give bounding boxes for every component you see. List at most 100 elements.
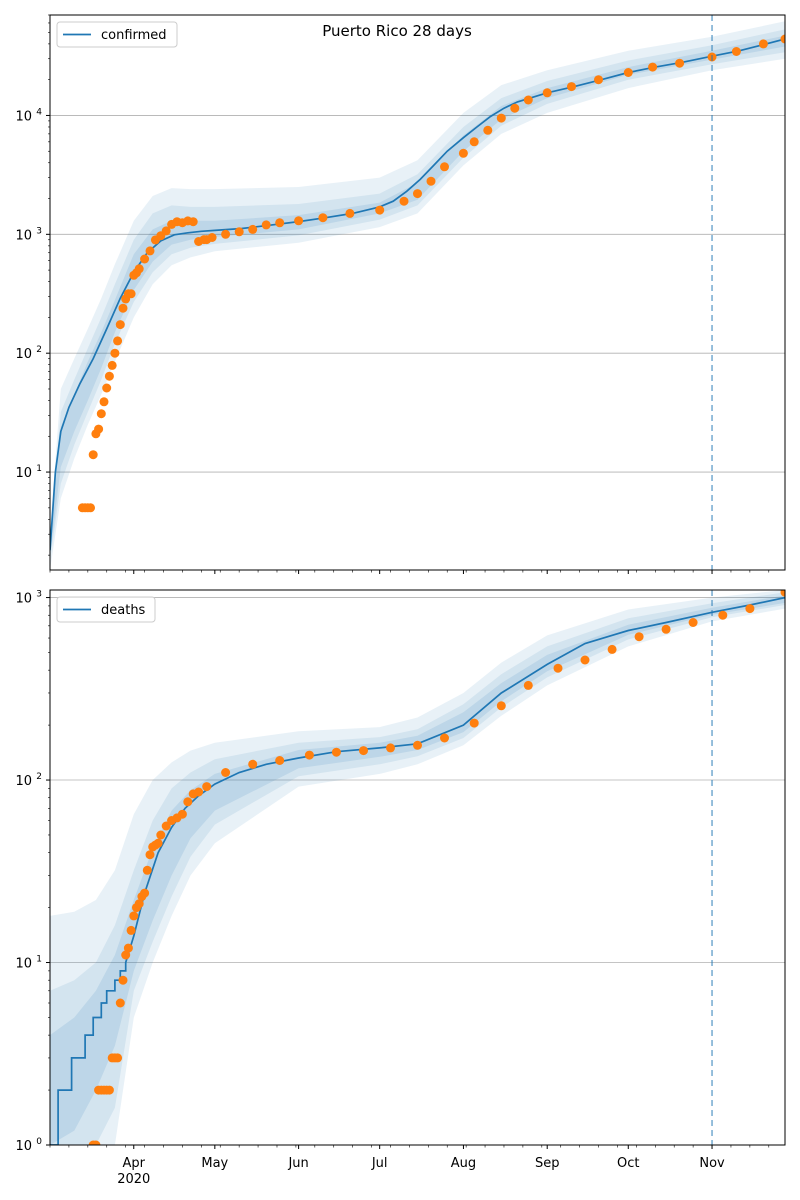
confirmed-observed-point <box>96 409 106 419</box>
deaths-y-tick-label: 10 <box>15 957 32 972</box>
x-tick-label: Nov <box>699 1156 725 1171</box>
deaths-y-tick-label: 10 <box>15 774 32 789</box>
confirmed-observed-point <box>413 189 422 199</box>
deaths-observed-point <box>688 618 698 627</box>
deaths-observed-point <box>161 821 171 831</box>
confirmed-y-tick-label: 10 <box>15 347 32 362</box>
confirmed-observed-point <box>140 254 150 264</box>
confirmed-observed-point <box>275 218 285 228</box>
confirmed-observed-point <box>675 58 685 68</box>
deaths-observed-point <box>304 750 314 760</box>
confirmed-y-tick-exponent: 4 <box>36 107 42 117</box>
deaths-band-3 <box>50 595 785 1145</box>
deaths-observed-point <box>745 604 755 614</box>
top-axes-frame <box>49 14 786 571</box>
confirmed-observed-point <box>234 227 244 237</box>
confirmed-observed-point <box>261 220 271 230</box>
confirmed-panel: 10 1 10 2 10 3 10 4 Puerto Rico 28 days confirm… <box>15 14 786 574</box>
confirmed-observed-point <box>458 148 468 158</box>
confirmed-observed-point <box>594 75 603 85</box>
confirmed-y-tick-exponent: 3 <box>36 226 42 236</box>
deaths-observed-point <box>126 925 136 935</box>
confirmed-observed-point <box>542 88 552 98</box>
confirmed-observed-point <box>375 205 385 215</box>
confirmed-y-tick-label: 10 <box>15 228 32 243</box>
confirmed-observed-point <box>731 47 741 56</box>
deaths-model-line <box>50 596 785 1145</box>
bottom-y-axis: 10 0 10 1 10 2 10 3 <box>15 590 50 1154</box>
confirmed-observed-point <box>161 226 171 236</box>
deaths-observed-point <box>661 624 671 634</box>
deaths-y-tick-label: 10 <box>15 592 32 607</box>
bottom-legend: deaths <box>56 596 156 623</box>
deaths-observed-point <box>469 718 479 728</box>
confirmed-observed-point <box>318 213 328 223</box>
confirmed-observed-point <box>188 217 198 227</box>
confirmed-observed-point <box>113 336 123 346</box>
confirmed-observed-point <box>86 503 95 513</box>
confirmed-observed-point <box>426 176 436 186</box>
x-tick-label: Jun <box>287 1156 308 1171</box>
x-tick-label: May <box>201 1156 228 1171</box>
deaths-observed-point <box>780 590 785 597</box>
deaths-observed-point <box>331 747 341 757</box>
confirmed-observed-point <box>88 450 98 460</box>
confirmed-observed-point <box>110 348 120 358</box>
confirmed-observed-point <box>104 371 114 381</box>
x-tick-label: Jul <box>371 1156 388 1171</box>
deaths-observed-point <box>145 850 155 860</box>
chart-title: Puerto Rico 28 days <box>322 22 472 40</box>
confirmed-observed-point <box>623 68 633 77</box>
deaths-observed-point <box>156 830 166 840</box>
bottom-uncertainty-bands <box>50 590 785 1145</box>
deaths-observed-point <box>177 809 187 819</box>
deaths-observed-point <box>221 768 231 777</box>
x-tick-year-label: 2020 <box>117 1172 150 1187</box>
bottom-legend-box <box>56 596 156 623</box>
confirmed-band-1 <box>50 21 785 570</box>
confirmed-y-tick-label: 10 <box>15 109 32 124</box>
deaths-observed-point <box>607 644 617 654</box>
deaths-observed-point <box>359 746 368 756</box>
deaths-observed-point <box>413 740 422 750</box>
confirmed-observed-point <box>99 397 109 407</box>
deaths-observed-point <box>91 1140 101 1145</box>
deaths-observed-point <box>129 911 139 921</box>
deaths-observed-point <box>634 632 644 642</box>
confirmed-observed-point <box>207 233 217 242</box>
deaths-observed-point <box>386 743 395 753</box>
confirmed-observed-point <box>399 196 409 206</box>
top-gridlines <box>50 115 785 473</box>
confirmed-observed-point <box>145 246 155 256</box>
confirmed-observed-point <box>523 95 533 105</box>
x-tick-label: Apr <box>123 1156 146 1171</box>
deaths-observed-point <box>202 782 212 792</box>
deaths-observed-point <box>194 787 204 797</box>
deaths-y-tick-label: 10 <box>15 1139 32 1154</box>
top-y-axis: 10 1 10 2 10 3 10 4 <box>15 14 50 556</box>
deaths-y-tick-exponent: 0 <box>36 1137 42 1147</box>
top-legend: confirmed <box>56 21 178 48</box>
x-tick-label: Oct <box>617 1156 639 1171</box>
confirmed-observed-point <box>483 125 493 135</box>
deaths-observed-point <box>104 1085 114 1095</box>
deaths-y-tick-exponent: 3 <box>36 590 42 600</box>
confirmed-band-2 <box>50 29 785 561</box>
deaths-observed-point <box>121 950 131 960</box>
confirmed-y-tick-exponent: 1 <box>36 464 42 474</box>
deaths-observed-point <box>123 943 133 953</box>
confirmed-y-tick-label: 10 <box>15 466 32 481</box>
confirmed-band-3 <box>50 35 785 556</box>
confirmed-observed-point <box>294 216 304 226</box>
confirmed-observed-point <box>115 320 125 330</box>
top-x-axis-ticks <box>49 570 770 574</box>
deaths-observed-point <box>718 610 728 620</box>
confirmed-observed-point <box>345 208 355 218</box>
confirmed-observed-point <box>496 113 506 123</box>
confirmed-observed-point <box>134 264 144 274</box>
deaths-observed-point <box>440 733 449 743</box>
deaths-y-tick-exponent: 1 <box>36 955 42 965</box>
